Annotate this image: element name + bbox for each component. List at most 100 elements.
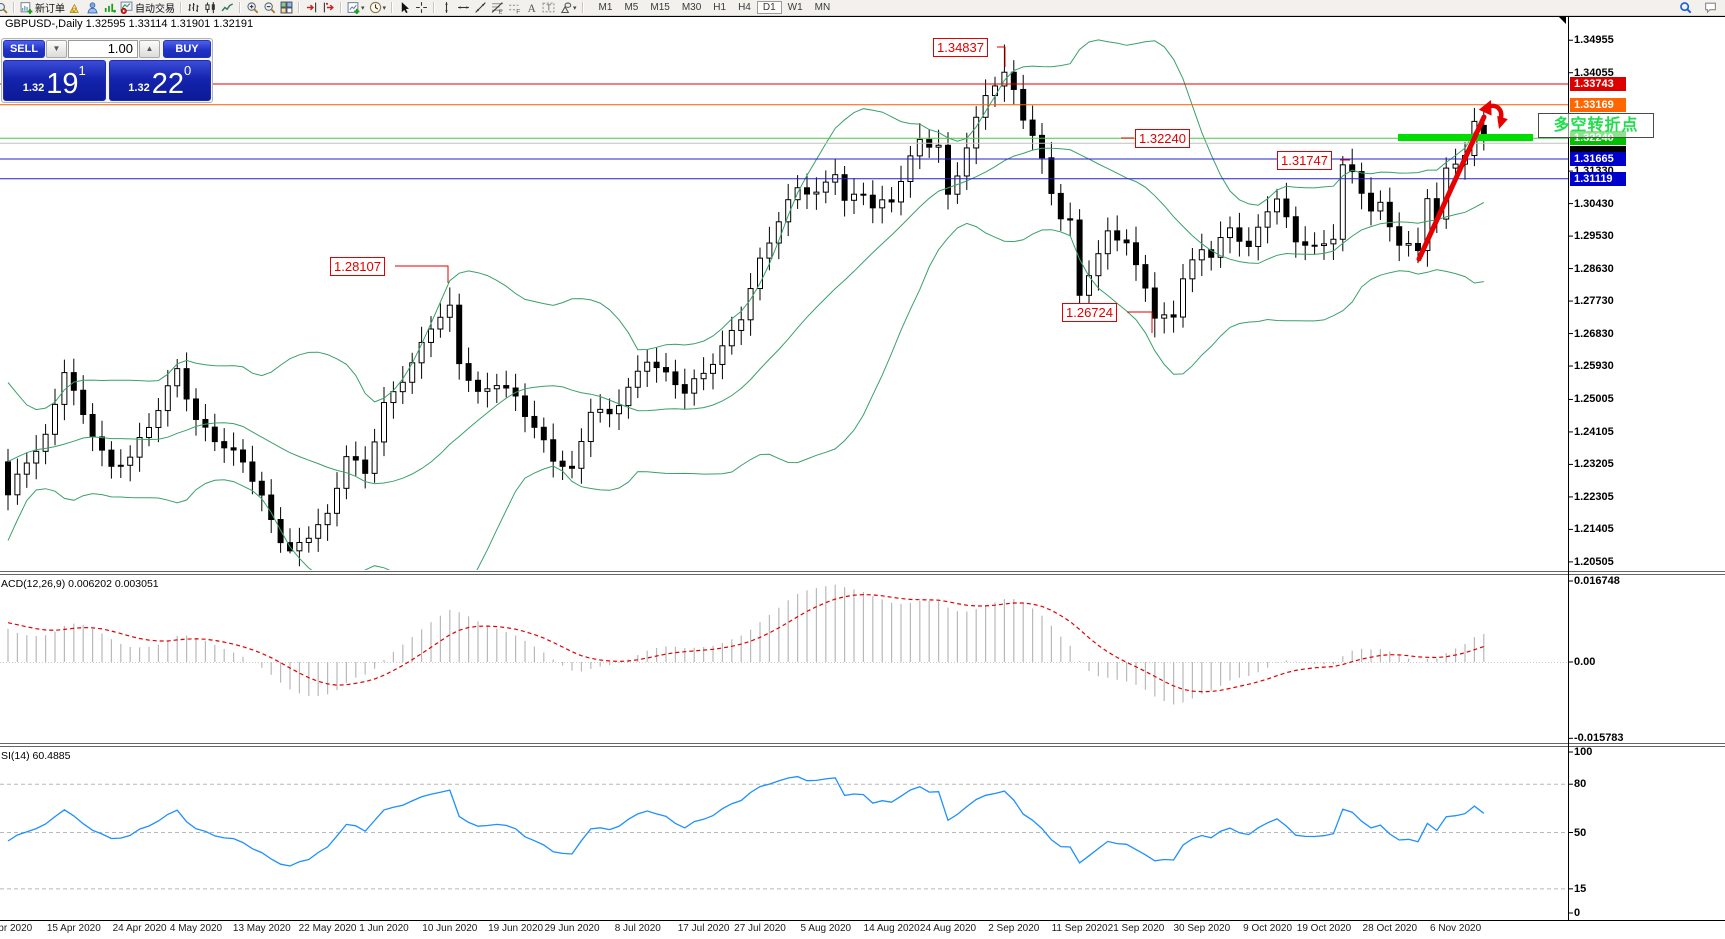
crosshair-tool-icon[interactable] [413,1,430,15]
price-annotation-label[interactable]: 1.28107 [330,257,385,276]
price-axis-tick: 1.23205 [1574,458,1614,471]
rsi-axis-tick: 100 [1574,746,1593,758]
svg-text:F: F [516,8,520,14]
price-axis-tick: 1.25005 [1574,393,1614,406]
dropdown-caret-icon[interactable]: ▾ [382,4,387,12]
toolbar-separator [433,2,436,13]
price-annotation-label[interactable]: 1.31747 [1277,151,1332,170]
price-annotation-label[interactable]: 1.34837 [933,38,988,57]
rsi-panel [0,775,1568,890]
svg-text:E: E [499,9,503,14]
shapes-tool-icon-glyph [560,2,572,14]
macd-axis-tick: -0.015783 [1574,732,1624,745]
price-axis-tick: 1.27730 [1574,295,1614,308]
volume-input[interactable]: 1.00 [68,40,138,58]
date-axis-label: 24 Aug 2020 [919,923,977,934]
buy-price-pip: 0 [183,63,192,78]
toolbar-separator [391,2,394,13]
price-axis-tick: 1.30430 [1574,197,1614,210]
chat-icon[interactable] [1702,1,1719,15]
svg-text:A: A [528,3,537,14]
tile-windows-icon[interactable] [278,1,295,15]
buy-price-button[interactable]: 1.32 22 0 [108,60,211,101]
price-axis-badge: 1.33169 [1570,97,1626,112]
price-annotation-label[interactable]: 1.32240 [1135,129,1190,148]
tile-windows-icon-glyph [280,1,293,14]
zoom-out-icon[interactable] [261,1,278,15]
trend-arrow-shaft [1416,114,1487,262]
sell-button[interactable]: SELL [3,40,45,58]
text-tool-icon[interactable]: A [523,1,540,15]
zoom-in-icon[interactable] [244,1,261,15]
search-icon[interactable] [1677,1,1694,15]
price-annotation-label[interactable]: 1.26724 [1062,303,1117,322]
date-axis-label: 15 Apr 2020 [46,923,101,934]
label-tool-icon-glyph: T [542,2,555,13]
date-axis-label: 1 Jun 2020 [359,923,409,934]
rsi-axis-tick: 0 [1574,907,1581,919]
timeframe-mn[interactable]: MN [814,2,831,13]
dropdown-caret-icon[interactable]: ▾ [361,4,365,12]
shapes-tool-icon[interactable]: ▾ [557,1,579,15]
buy-button[interactable]: BUY [163,40,211,58]
line-chart-mode-icon[interactable] [219,1,236,15]
timeframe-w1[interactable]: W1 [787,2,803,13]
date-axis-label: 10 Jun 2020 [422,923,478,934]
toolbar-separator [340,2,342,13]
cursor-tool-icon[interactable] [396,1,413,15]
timeframe-d1[interactable]: D1 [756,1,782,14]
label-tool-icon[interactable]: T [540,1,557,15]
price-axis-tick: 1.21405 [1574,523,1614,536]
bar-chart-mode-icon-glyph [188,2,199,13]
signal-icon[interactable] [101,1,118,15]
signal-icon-glyph [104,3,116,13]
timeframe-m1[interactable]: M1 [598,2,613,13]
toolbar-separator [13,2,15,13]
dropdown-caret-icon[interactable]: ▾ [573,4,577,12]
toolbar-separator [180,2,182,13]
autotrade-button[interactable]: 自动交易 [118,1,177,15]
new-order-button[interactable]: 新订单 [18,1,67,15]
add-indicator-icon[interactable]: ▾ [345,1,367,15]
account-icon[interactable] [84,1,101,15]
timeframe-m30[interactable]: M30 [681,2,702,13]
date-axis-label: 30 Sep 2020 [1173,923,1231,934]
vertical-line-tool-icon-glyph [445,2,448,13]
price-axis-badge: 1.33743 [1570,76,1626,91]
find-icon[interactable] [0,1,10,15]
trendline-tool-icon[interactable] [472,1,489,15]
timeframe-h1[interactable]: H1 [713,2,727,13]
account-icon-glyph [87,2,98,14]
period-clock-icon[interactable]: ▾ [367,1,389,15]
date-axis-label: 21 Sep 2020 [1107,923,1165,934]
timeframe-m5[interactable]: M5 [624,2,639,13]
rsi-axis-tick: 15 [1574,882,1587,895]
date-axis-label: 9 Oct 2020 [1243,923,1293,934]
date-axis-label: 6 Nov 2020 [1430,923,1482,934]
bar-chart-mode-icon[interactable] [185,1,202,15]
chart-shift-icon[interactable] [320,1,337,15]
fibonacci-tool-icon[interactable]: E [489,1,506,15]
gold-icon-glyph [69,3,79,13]
volume-stepper[interactable]: ▲ [139,40,160,58]
channel-tool-icon-glyph: F [509,4,520,14]
toolbar: 新订单 自动交易 ▾ ▾ E F A T ▾ M1 M5 M15 M30 H1 H4 D1 W1 MN [0,0,1725,16]
candlestick-mode-icon-glyph [205,2,215,14]
auto-scroll-icon[interactable] [303,1,320,15]
text-tool-icon-glyph: A [528,3,537,14]
gold-icon[interactable] [67,1,84,15]
turning-point-label[interactable]: 多空转折点 [1538,113,1654,138]
sell-price-button[interactable]: 1.32 19 1 [3,60,106,101]
timeframe-h4[interactable]: H4 [738,2,751,13]
date-axis-label: 17 Jul 2020 [677,923,730,934]
candlestick-mode-icon[interactable] [202,1,219,15]
channel-tool-icon[interactable]: F [506,1,523,15]
order-type-dropdown[interactable]: ▼ [46,40,67,58]
horizontal-line-tool-icon[interactable] [455,1,472,15]
date-axis-label: 14 Aug 2020 [863,923,920,934]
vertical-line-tool-icon[interactable] [438,1,455,15]
timeframe-m15[interactable]: M15 [650,2,670,13]
price-axis-tick: 1.28630 [1574,262,1614,275]
